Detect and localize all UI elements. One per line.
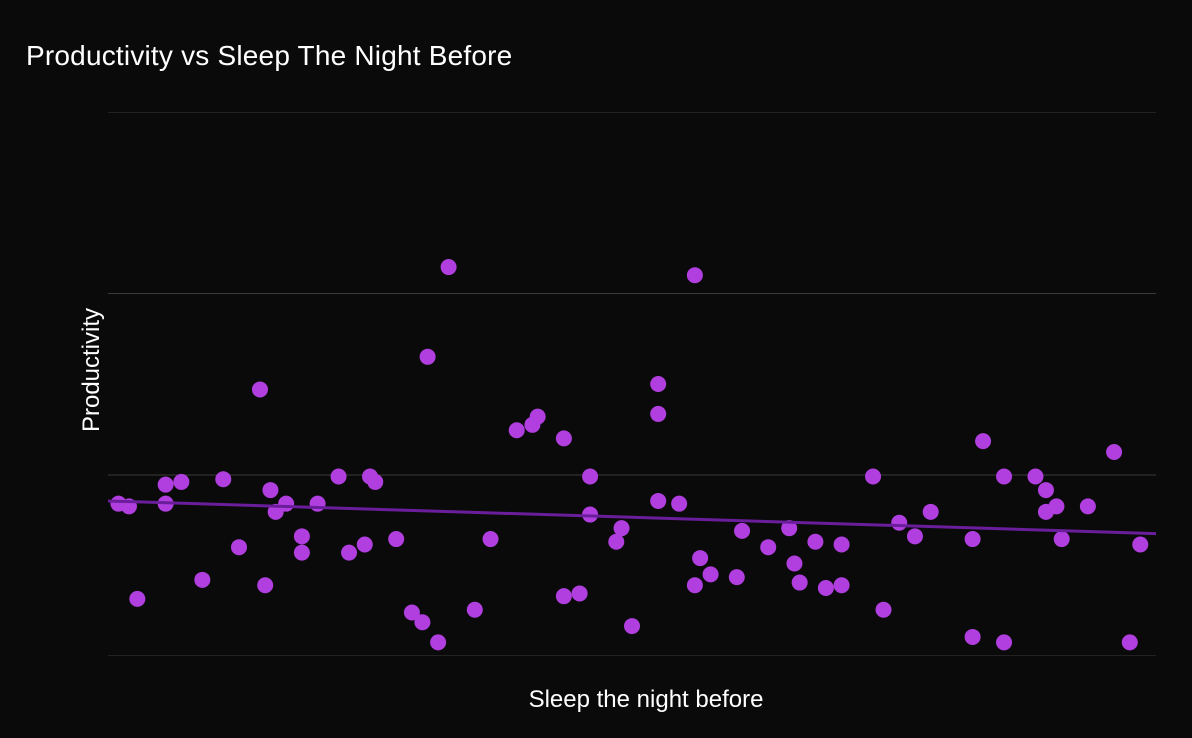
data-point xyxy=(996,634,1012,650)
data-point xyxy=(257,577,273,593)
data-point xyxy=(357,536,373,552)
data-point xyxy=(614,520,630,536)
data-point xyxy=(687,267,703,283)
data-point xyxy=(1106,444,1122,460)
data-point xyxy=(572,585,588,601)
data-point xyxy=(441,259,457,275)
data-point xyxy=(467,602,483,618)
data-point xyxy=(310,496,326,512)
data-point xyxy=(1054,531,1070,547)
data-point xyxy=(834,536,850,552)
data-point xyxy=(294,545,310,561)
data-point xyxy=(891,515,907,531)
data-point xyxy=(483,531,499,547)
data-point xyxy=(331,468,347,484)
data-point xyxy=(650,493,666,509)
data-point xyxy=(703,566,719,582)
data-point xyxy=(1122,634,1138,650)
data-point xyxy=(129,591,145,607)
data-point xyxy=(556,430,572,446)
data-point xyxy=(975,433,991,449)
trend-line xyxy=(108,501,1156,534)
data-point xyxy=(1080,498,1096,514)
data-point xyxy=(158,477,174,493)
data-point xyxy=(262,482,278,498)
data-point xyxy=(650,376,666,392)
data-point xyxy=(582,468,598,484)
data-point xyxy=(865,468,881,484)
data-point xyxy=(173,474,189,490)
data-point xyxy=(786,556,802,572)
data-point xyxy=(294,528,310,544)
data-point xyxy=(650,406,666,422)
data-point xyxy=(1132,536,1148,552)
data-point xyxy=(792,575,808,591)
data-point xyxy=(1027,468,1043,484)
scatter-points xyxy=(110,259,1148,650)
data-point xyxy=(624,618,640,634)
data-point xyxy=(414,614,430,630)
y-axis-label: Productivity xyxy=(78,270,106,470)
data-point xyxy=(509,422,525,438)
data-point xyxy=(965,629,981,645)
data-point xyxy=(215,471,231,487)
data-point xyxy=(807,534,823,550)
data-point xyxy=(692,550,708,566)
x-axis-label: Sleep the night before xyxy=(456,686,836,714)
data-point xyxy=(1048,498,1064,514)
data-point xyxy=(965,531,981,547)
data-point xyxy=(278,496,294,512)
chart-title: Productivity vs Sleep The Night Before xyxy=(26,40,512,72)
data-point xyxy=(834,577,850,593)
data-point xyxy=(687,577,703,593)
data-point xyxy=(760,539,776,555)
data-point xyxy=(367,474,383,490)
data-point xyxy=(729,569,745,585)
data-point xyxy=(194,572,210,588)
data-point xyxy=(1038,482,1054,498)
data-point xyxy=(556,588,572,604)
chart-container: Productivity vs Sleep The Night Before P… xyxy=(0,0,1192,738)
data-point xyxy=(231,539,247,555)
data-point xyxy=(818,580,834,596)
data-point xyxy=(530,409,546,425)
scatter-plot xyxy=(108,112,1156,656)
data-point xyxy=(608,534,624,550)
data-point xyxy=(341,545,357,561)
data-point xyxy=(734,523,750,539)
data-point xyxy=(252,381,268,397)
data-point xyxy=(907,528,923,544)
data-point xyxy=(671,496,687,512)
data-point xyxy=(923,504,939,520)
data-point xyxy=(388,531,404,547)
data-point xyxy=(996,468,1012,484)
data-point xyxy=(876,602,892,618)
data-point xyxy=(430,634,446,650)
data-point xyxy=(420,349,436,365)
